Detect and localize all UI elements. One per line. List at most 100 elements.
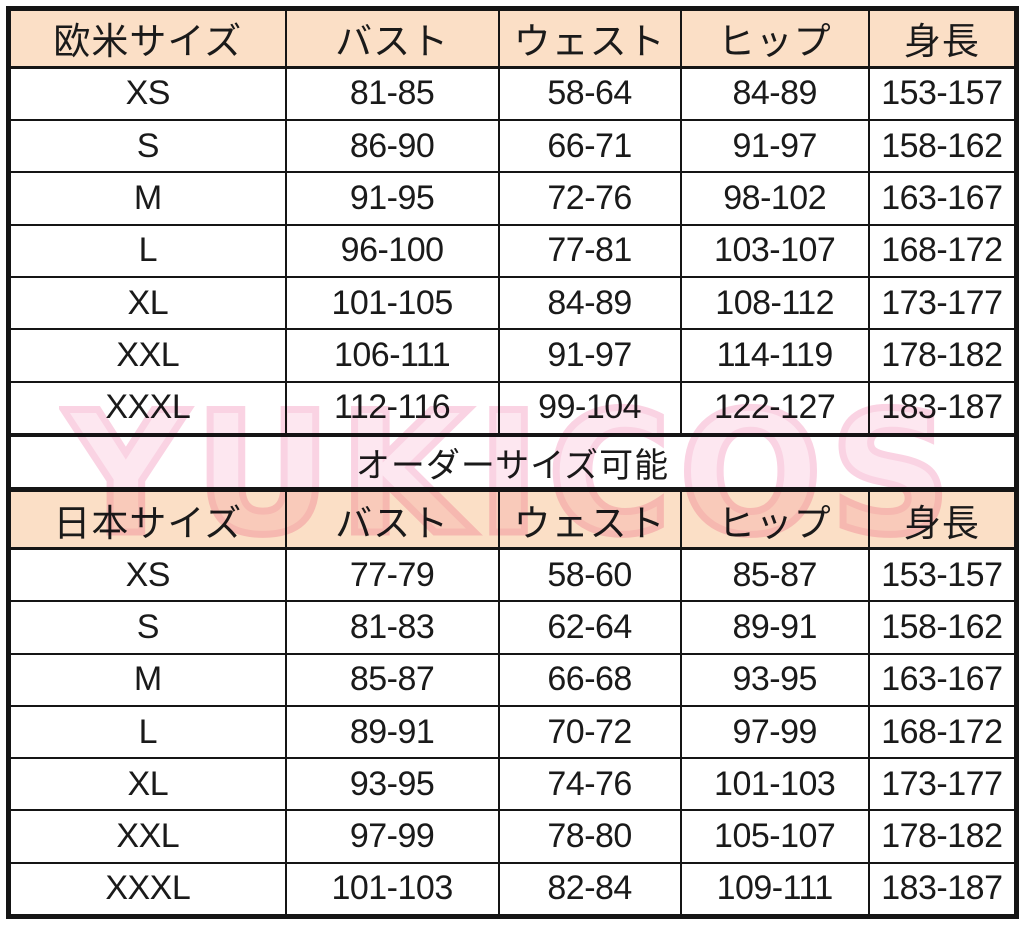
- japanese-size-row-xs: XS 77-79 58-60 85-87 153-157: [11, 547, 1014, 601]
- measurement-cell: 78-80: [497, 811, 680, 862]
- japanese-size-row-l: L 89-91 70-72 97-99 168-172: [11, 704, 1014, 758]
- measurement-cell: 91-97: [497, 330, 680, 381]
- measurement-cell: 91-97: [679, 121, 868, 172]
- measurement-cell: 158-162: [867, 602, 1014, 653]
- measurement-cell: 82-84: [497, 863, 680, 915]
- size-label-cell: M: [133, 660, 162, 699]
- col-header-size: 日本サイズ: [53, 501, 243, 545]
- measurement-cell: 183-187: [867, 382, 1014, 433]
- size-label-cell: S: [136, 607, 160, 646]
- size-label-cell: S: [136, 126, 160, 165]
- measurement-cell: 84-89: [679, 68, 868, 120]
- measurement-cell: 74-76: [497, 759, 680, 810]
- western-size-row-xs: XS 81-85 58-64 84-89 153-157: [11, 65, 1014, 120]
- measurement-cell: 114-119: [679, 330, 868, 381]
- size-label-cell: XXXL: [105, 869, 191, 908]
- measurement-cell: 108-112: [679, 278, 868, 329]
- measurement-cell: 173-177: [867, 278, 1014, 329]
- measurement-cell: 122-127: [679, 382, 868, 433]
- measurement-cell: 163-167: [867, 654, 1014, 705]
- measurement-cell: 101-105: [284, 278, 498, 329]
- measurement-cell: 96-100: [284, 225, 498, 276]
- measurement-cell: 72-76: [497, 173, 680, 224]
- measurement-cell: 173-177: [867, 759, 1014, 810]
- measurement-cell: 158-162: [867, 121, 1014, 172]
- measurement-cell: 168-172: [867, 706, 1014, 758]
- col-header-height: 身長: [867, 11, 1014, 66]
- col-header-waist: ウェスト: [497, 11, 680, 66]
- col-header-hip: ヒップ: [679, 492, 868, 547]
- size-label-cell: M: [133, 179, 162, 218]
- measurement-cell: 66-68: [497, 654, 680, 705]
- size-label-cell: XXL: [116, 335, 180, 374]
- measurement-cell: 178-182: [867, 811, 1014, 862]
- western-size-row-s: S 86-90 66-71 91-97 158-162: [11, 119, 1014, 172]
- measurement-cell: 89-91: [284, 706, 498, 758]
- western-size-row-xl: XL 101-105 84-89 108-112 173-177: [11, 276, 1014, 329]
- measurement-cell: 86-90: [284, 121, 498, 172]
- measurement-cell: 85-87: [284, 654, 498, 705]
- size-label-cell: XL: [127, 283, 169, 322]
- measurement-cell: 97-99: [284, 811, 498, 862]
- measurement-cell: 62-64: [497, 602, 680, 653]
- measurement-cell: 153-157: [867, 550, 1014, 601]
- measurement-cell: 70-72: [497, 706, 680, 758]
- custom-size-banner-text: オーダーサイズ可能: [355, 445, 670, 486]
- size-label-cell: XXXL: [105, 388, 191, 427]
- measurement-cell: 77-81: [497, 225, 680, 276]
- measurement-cell: 98-102: [679, 173, 868, 224]
- measurement-cell: 89-91: [679, 602, 868, 653]
- col-header-bust: バスト: [284, 11, 498, 66]
- measurement-cell: 66-71: [497, 121, 680, 172]
- measurement-cell: 109-111: [679, 863, 868, 915]
- measurement-cell: 91-95: [284, 173, 498, 224]
- measurement-cell: 163-167: [867, 173, 1014, 224]
- custom-size-banner-row: オーダーサイズ可能: [11, 432, 1014, 493]
- col-header-size: 欧米サイズ: [53, 20, 243, 64]
- western-size-row-xxxl: XXXL 112-116 99-104 122-127 183-187: [11, 380, 1014, 433]
- japanese-size-header-row: 日本サイズ バスト ウェスト ヒップ 身長: [11, 492, 1014, 547]
- measurement-cell: 101-103: [284, 863, 498, 915]
- measurement-cell: 112-116: [284, 382, 498, 433]
- size-chart-table-frame: 欧米サイズ バスト ウェスト ヒップ 身長 XS 81-85 58-64 84-89 153-15…: [6, 6, 1019, 919]
- western-size-header-row: 欧米サイズ バスト ウェスト ヒップ 身長: [11, 11, 1014, 66]
- japanese-size-row-s: S 81-83 62-64 89-91 158-162: [11, 600, 1014, 653]
- size-label-cell: XS: [125, 74, 171, 113]
- japanese-size-row-xl: XL 93-95 74-76 101-103 173-177: [11, 757, 1014, 810]
- col-header-height: 身長: [867, 492, 1014, 547]
- measurement-cell: 183-187: [867, 863, 1014, 915]
- measurement-cell: 106-111: [284, 330, 498, 381]
- measurement-cell: 77-79: [284, 550, 498, 601]
- size-label-cell: XS: [125, 555, 171, 594]
- measurement-cell: 168-172: [867, 225, 1014, 276]
- col-header-bust: バスト: [284, 492, 498, 547]
- japanese-size-row-xxl: XXL 97-99 78-80 105-107 178-182: [11, 809, 1014, 862]
- measurement-cell: 81-83: [284, 602, 498, 653]
- measurement-cell: 97-99: [679, 706, 868, 758]
- measurement-cell: 103-107: [679, 225, 868, 276]
- size-label-cell: XXL: [116, 817, 180, 856]
- japanese-size-row-m: M 85-87 66-68 93-95 163-167: [11, 652, 1014, 705]
- measurement-cell: 58-64: [497, 68, 680, 120]
- western-size-row-xxl: XXL 106-111 91-97 114-119 178-182: [11, 328, 1014, 381]
- size-label-cell: XL: [127, 764, 169, 803]
- measurement-cell: 99-104: [497, 382, 680, 433]
- size-label-cell: L: [138, 231, 158, 270]
- measurement-cell: 93-95: [284, 759, 498, 810]
- measurement-cell: 84-89: [497, 278, 680, 329]
- measurement-cell: 93-95: [679, 654, 868, 705]
- measurement-cell: 81-85: [284, 68, 498, 120]
- col-header-waist: ウェスト: [497, 492, 680, 547]
- measurement-cell: 105-107: [679, 811, 868, 862]
- western-size-row-l: L 96-100 77-81 103-107 168-172: [11, 223, 1014, 276]
- measurement-cell: 153-157: [867, 68, 1014, 120]
- western-size-row-m: M 91-95 72-76 98-102 163-167: [11, 171, 1014, 224]
- measurement-cell: 101-103: [679, 759, 868, 810]
- measurement-cell: 85-87: [679, 550, 868, 601]
- size-label-cell: L: [138, 712, 158, 751]
- japanese-size-row-xxxl: XXXL 101-103 82-84 109-111 183-187: [11, 861, 1014, 915]
- measurement-cell: 178-182: [867, 330, 1014, 381]
- col-header-hip: ヒップ: [679, 11, 868, 66]
- measurement-cell: 58-60: [497, 550, 680, 601]
